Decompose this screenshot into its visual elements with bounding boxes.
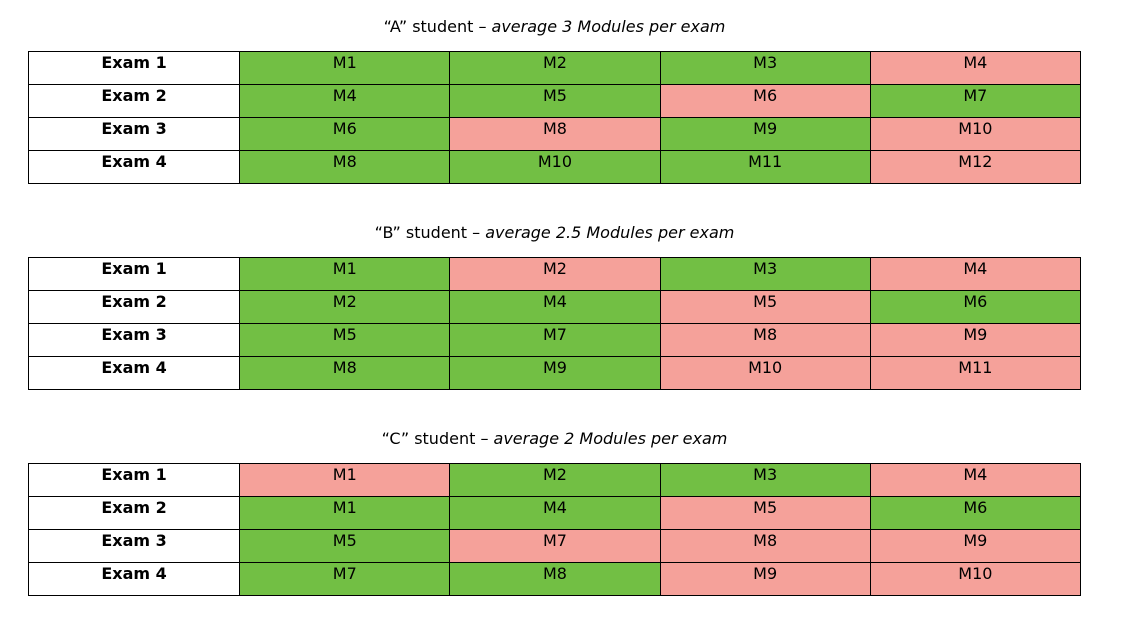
- module-cell-fail: M8: [449, 117, 661, 151]
- module-cell-fail: M9: [659, 562, 871, 596]
- module-cell-pass: M3: [659, 463, 871, 497]
- exam-module-table: Exam 1 M1 M2 M3 M4 Exam 2 M4 M5 M6 M7 Exam 3 M6 M8 M9…: [27, 51, 1082, 184]
- module-cell-fail: M1: [239, 463, 451, 497]
- exam-label: Exam 3: [27, 323, 241, 357]
- module-cell-fail: M10: [869, 117, 1082, 151]
- module-cell-pass: M7: [449, 323, 661, 357]
- module-cell-fail: M10: [659, 356, 871, 390]
- module-cell-fail: M2: [449, 257, 661, 291]
- module-cell-fail: M6: [659, 84, 871, 118]
- module-cell-fail: M8: [659, 529, 871, 563]
- module-cell-pass: M4: [239, 84, 451, 118]
- table-row: Exam 2 M4 M5 M6 M7: [27, 84, 1082, 118]
- module-cell-pass: M4: [449, 290, 661, 324]
- exam-label: Exam 1: [27, 51, 241, 85]
- module-cell-pass: M1: [239, 496, 451, 530]
- module-cell-pass: M4: [449, 496, 661, 530]
- module-cell-pass: M2: [449, 51, 661, 85]
- table-row: Exam 4 M8 M9 M10 M11: [27, 356, 1082, 390]
- exam-module-table: Exam 1 M1 M2 M3 M4 Exam 2 M2 M4 M5 M6 Exam 3 M5 M7 M8…: [27, 257, 1082, 390]
- table-row: Exam 3 M5 M7 M8 M9: [27, 323, 1082, 357]
- section-title: “A” student – average 3 Modules per exam: [28, 17, 1081, 36]
- module-cell-pass: M9: [659, 117, 871, 151]
- table-row: Exam 4 M7 M8 M9 M10: [27, 562, 1082, 596]
- exam-label: Exam 2: [27, 84, 241, 118]
- module-cell-fail: M10: [869, 562, 1082, 596]
- module-cell-pass: M10: [449, 150, 661, 184]
- module-cell-fail: M4: [869, 51, 1082, 85]
- exam-label: Exam 2: [27, 290, 241, 324]
- module-cell-pass: M8: [449, 562, 661, 596]
- exam-label: Exam 4: [27, 150, 241, 184]
- module-cell-pass: M5: [449, 84, 661, 118]
- module-cell-fail: M9: [869, 529, 1082, 563]
- module-cell-pass: M8: [239, 356, 451, 390]
- module-cell-pass: M11: [659, 150, 871, 184]
- table-row: Exam 4 M8 M10 M11 M12: [27, 150, 1082, 184]
- title-prefix: “A” student –: [383, 17, 492, 36]
- module-cell-pass: M8: [239, 150, 451, 184]
- exam-label: Exam 2: [27, 496, 241, 530]
- table-row: Exam 3 M6 M8 M9 M10: [27, 117, 1082, 151]
- module-cell-fail: M4: [869, 257, 1082, 291]
- module-cell-pass: M6: [869, 496, 1082, 530]
- exam-label: Exam 4: [27, 356, 241, 390]
- table-row: Exam 1 M1 M2 M3 M4: [27, 51, 1082, 85]
- module-cell-pass: M2: [449, 463, 661, 497]
- table-row: Exam 1 M1 M2 M3 M4: [27, 463, 1082, 497]
- table-row: Exam 3 M5 M7 M8 M9: [27, 529, 1082, 563]
- module-cell-pass: M6: [239, 117, 451, 151]
- table-row: Exam 2 M1 M4 M5 M6: [27, 496, 1082, 530]
- module-cell-pass: M7: [239, 562, 451, 596]
- module-cell-pass: M5: [239, 529, 451, 563]
- title-prefix: “C” student –: [381, 429, 494, 448]
- exam-label: Exam 3: [27, 117, 241, 151]
- module-cell-pass: M3: [659, 257, 871, 291]
- title-average: average 2.5 Modules per exam: [485, 223, 735, 242]
- table-row: Exam 1 M1 M2 M3 M4: [27, 257, 1082, 291]
- module-cell-pass: M6: [869, 290, 1082, 324]
- exam-module-table: Exam 1 M1 M2 M3 M4 Exam 2 M1 M4 M5 M6 Exam 3 M5 M7 M8…: [27, 463, 1082, 596]
- module-cell-fail: M5: [659, 496, 871, 530]
- module-cell-fail: M7: [449, 529, 661, 563]
- module-cell-pass: M3: [659, 51, 871, 85]
- module-cell-fail: M9: [869, 323, 1082, 357]
- section-title: “B” student – average 2.5 Modules per ex…: [28, 223, 1081, 242]
- title-prefix: “B” student –: [374, 223, 486, 242]
- title-average: average 3 Modules per exam: [491, 17, 726, 36]
- exam-label: Exam 4: [27, 562, 241, 596]
- exam-label: Exam 1: [27, 257, 241, 291]
- module-cell-fail: M5: [659, 290, 871, 324]
- table-row: Exam 2 M2 M4 M5 M6: [27, 290, 1082, 324]
- module-cell-pass: M1: [239, 51, 451, 85]
- exam-label: Exam 3: [27, 529, 241, 563]
- module-cell-fail: M4: [869, 463, 1082, 497]
- module-cell-fail: M11: [869, 356, 1082, 390]
- module-cell-fail: M8: [659, 323, 871, 357]
- module-cell-pass: M7: [869, 84, 1082, 118]
- module-cell-pass: M2: [239, 290, 451, 324]
- title-average: average 2 Modules per exam: [493, 429, 728, 448]
- module-cell-pass: M5: [239, 323, 451, 357]
- module-cell-pass: M1: [239, 257, 451, 291]
- section-title: “C” student – average 2 Modules per exam: [28, 429, 1081, 448]
- module-cell-pass: M9: [449, 356, 661, 390]
- module-cell-fail: M12: [869, 150, 1082, 184]
- exam-label: Exam 1: [27, 463, 241, 497]
